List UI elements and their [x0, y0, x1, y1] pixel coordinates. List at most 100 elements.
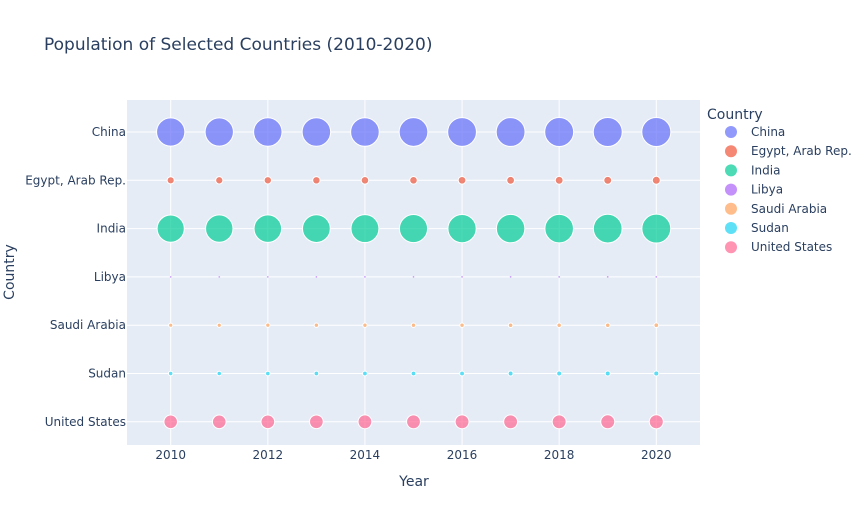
data-point	[592, 213, 623, 244]
legend-item[interactable]: United States	[725, 240, 832, 254]
data-point	[600, 414, 616, 430]
y-tick-label: United States	[45, 415, 126, 429]
data-points	[156, 117, 672, 430]
data-point	[260, 414, 276, 430]
data-point	[655, 275, 658, 279]
legend-marker	[725, 145, 737, 158]
legend-marker	[725, 126, 737, 138]
data-point	[266, 275, 269, 279]
y-tick-label: Egypt, Arab Rep.	[25, 173, 126, 187]
x-tick-labels: 2010 2012 2014 2016 2018 2020	[155, 448, 671, 462]
data-point	[169, 275, 172, 279]
data-point	[163, 414, 178, 430]
data-point	[412, 275, 415, 279]
legend-marker	[725, 222, 737, 234]
data-point	[363, 275, 367, 279]
x-tick-label: 2020	[641, 448, 672, 462]
data-point	[215, 176, 224, 185]
legend-label: Sudan	[751, 221, 789, 235]
legend-marker	[725, 241, 737, 254]
data-point	[398, 117, 429, 147]
data-point	[651, 175, 661, 185]
data-point	[447, 117, 477, 147]
data-point	[312, 176, 321, 185]
data-point	[302, 214, 331, 243]
legend-label: Saudi Arabia	[751, 202, 827, 216]
data-point	[495, 213, 526, 244]
legend-marker	[725, 164, 737, 177]
y-tick-label: Libya	[94, 270, 126, 284]
data-point	[410, 322, 417, 328]
data-point	[648, 414, 664, 430]
data-point	[309, 414, 324, 430]
data-point	[410, 370, 417, 377]
data-point	[263, 176, 273, 185]
data-point	[362, 370, 368, 377]
data-point	[592, 117, 623, 147]
data-point	[495, 117, 526, 147]
data-point	[204, 117, 234, 147]
data-point	[509, 275, 512, 279]
legend-item[interactable]: India	[725, 163, 780, 177]
data-point	[507, 322, 514, 328]
y-tick-label: China	[92, 125, 126, 139]
data-point	[454, 414, 470, 430]
chart-title: Population of Selected Countries (2010-2…	[44, 35, 432, 55]
data-point	[156, 214, 185, 243]
data-point	[357, 414, 373, 430]
data-point	[216, 322, 222, 328]
data-point	[168, 322, 174, 328]
legend-label: Libya	[751, 183, 783, 197]
data-point	[447, 213, 477, 244]
data-point	[457, 175, 467, 185]
data-point	[506, 175, 516, 185]
y-tick-label: Sudan	[88, 367, 126, 381]
data-point	[603, 175, 613, 185]
data-point	[360, 176, 370, 185]
legend-item[interactable]: China	[725, 125, 785, 139]
data-point	[653, 322, 660, 329]
data-point	[459, 370, 465, 377]
data-point	[459, 322, 465, 328]
legend-marker	[725, 183, 737, 196]
y-tick-labels: China Egypt, Arab Rep. India Libya Saudi Ara…	[25, 125, 126, 429]
x-tick-label: 2016	[447, 448, 478, 462]
legend-label: India	[751, 163, 780, 177]
data-point	[265, 370, 271, 377]
y-tick-label: Saudi Arabia	[50, 318, 126, 332]
data-point	[409, 175, 418, 185]
data-point	[205, 214, 234, 243]
legend-label: United States	[751, 240, 832, 254]
data-point	[301, 117, 332, 147]
data-point	[218, 275, 221, 278]
legend-label: China	[751, 125, 785, 139]
y-tick-label: India	[97, 222, 126, 236]
data-point	[641, 117, 672, 147]
data-point	[544, 213, 574, 244]
data-point	[167, 370, 174, 377]
data-point	[460, 275, 464, 279]
data-point	[606, 275, 609, 279]
data-point	[604, 322, 611, 328]
data-point	[556, 322, 562, 328]
data-point	[556, 370, 563, 377]
legend-item[interactable]: Sudan	[725, 221, 789, 235]
data-point	[406, 414, 421, 430]
x-tick-label: 2012	[253, 448, 284, 462]
legend[interactable]: Country China Egypt, Arab Rep. India Libya S…	[707, 107, 852, 254]
legend-item[interactable]: Libya	[725, 183, 783, 197]
data-point	[315, 275, 318, 279]
data-point	[604, 370, 611, 377]
data-point	[362, 322, 368, 328]
data-point	[551, 414, 567, 430]
data-point	[641, 213, 672, 244]
data-point	[350, 214, 380, 244]
data-point	[216, 370, 223, 377]
data-point	[507, 370, 514, 377]
legend-item[interactable]: Saudi Arabia	[725, 202, 827, 216]
legend-item[interactable]: Egypt, Arab Rep.	[725, 144, 852, 158]
data-point	[544, 117, 575, 147]
plot-area	[127, 100, 700, 445]
y-axis-title: Country	[2, 244, 18, 300]
